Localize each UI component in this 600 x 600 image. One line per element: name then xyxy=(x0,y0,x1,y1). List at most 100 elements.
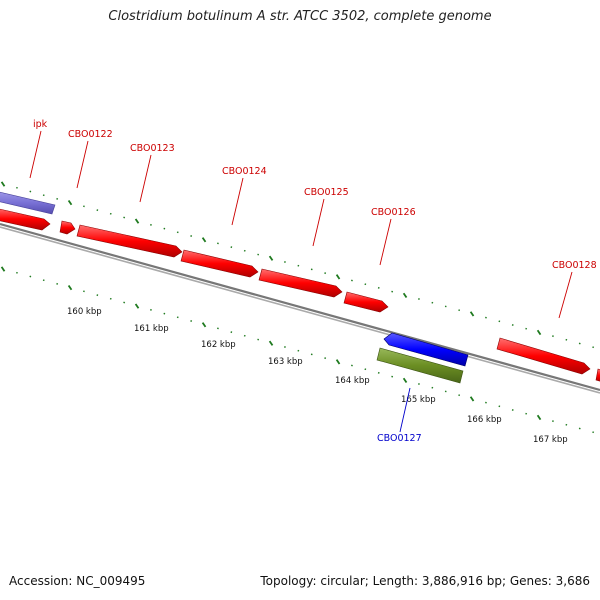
upper-tick-minor xyxy=(431,301,434,304)
lower-tick-major xyxy=(268,340,274,346)
upper-tick-minor xyxy=(391,290,394,293)
tick-label-161kbp: 161 kbp xyxy=(134,324,169,334)
upper-tick-minor xyxy=(525,327,528,330)
label-leaders xyxy=(29,130,573,433)
gene-partial-left[interactable] xyxy=(0,208,51,231)
tick-label-163kbp: 163 kbp xyxy=(268,357,303,367)
lower-tick-minor xyxy=(109,297,112,300)
upper-tick-minor xyxy=(190,235,193,237)
upper-tick-minor xyxy=(511,324,514,326)
gene-cbo0126[interactable] xyxy=(343,291,389,313)
lower-tick-minor xyxy=(42,279,45,282)
tick-label-167kbp: 167 kbp xyxy=(533,435,568,445)
lower-tick-major xyxy=(335,359,341,365)
lower-tick-minor xyxy=(417,383,420,385)
upper-tick-minor xyxy=(551,335,554,338)
lower-tick-minor xyxy=(190,320,193,322)
upper-tick-minor xyxy=(123,216,126,219)
upper-tick-track xyxy=(0,181,595,349)
lower-tick-minor xyxy=(525,412,528,415)
reverse-strand-features xyxy=(376,332,469,384)
lower-tick-minor xyxy=(444,390,447,393)
gene-cbo0122[interactable] xyxy=(59,220,76,235)
lower-tick-major xyxy=(201,322,207,328)
lower-tick-minor xyxy=(297,349,300,352)
gene-cbo0127[interactable] xyxy=(383,332,469,367)
lower-tick-major xyxy=(0,266,6,272)
backbone-line-bottom xyxy=(0,226,600,394)
upper-tick-major xyxy=(201,237,207,243)
lower-tick-minor xyxy=(257,338,260,341)
gene-label-cbo0125[interactable]: CBO0125 xyxy=(304,187,349,198)
genome-summary-text: Topology: circular; Length: 3,886,916 bp… xyxy=(260,574,590,588)
gene-label-ipk[interactable]: ipk xyxy=(33,119,48,130)
upper-tick-major xyxy=(469,311,475,317)
gene-partial-right[interactable] xyxy=(595,368,600,382)
gene-cbo0127-feature[interactable] xyxy=(376,347,464,384)
gene-cbo0125[interactable] xyxy=(258,268,343,298)
gene-cbo0123[interactable] xyxy=(76,224,183,258)
leader-cbo0123 xyxy=(139,154,152,203)
accession-text: Accession: NC_009495 xyxy=(9,574,146,588)
lower-tick-minor xyxy=(216,327,219,330)
tick-label-164kbp: 164 kbp xyxy=(335,376,370,386)
gene-label-cbo0128[interactable]: CBO0128 xyxy=(552,260,597,271)
upper-tick-major xyxy=(67,199,73,206)
lower-tick-minor xyxy=(163,312,166,315)
upper-tick-minor xyxy=(15,186,18,189)
lower-tick-minor xyxy=(498,405,501,408)
gene-label-cbo0122[interactable]: CBO0122 xyxy=(68,129,113,140)
leader-cbo0128 xyxy=(558,271,573,319)
lower-tick-minor xyxy=(283,346,286,348)
lower-tick-major xyxy=(67,284,73,291)
upper-tick-minor xyxy=(42,194,45,197)
lower-tick-minor xyxy=(29,275,32,278)
lower-tick-minor xyxy=(123,301,126,304)
upper-tick-major xyxy=(268,255,274,261)
upper-tick-minor xyxy=(364,283,367,286)
upper-tick-minor xyxy=(230,246,233,249)
upper-tick-minor xyxy=(310,268,313,271)
map-title: Clostridium botulinum A str. ATCC 3502, … xyxy=(108,9,492,24)
upper-tick-minor xyxy=(96,209,99,212)
gene-label-cbo0127[interactable]: CBO0127 xyxy=(377,433,422,444)
lower-tick-minor xyxy=(565,423,568,426)
leader-cbo0122 xyxy=(76,140,89,189)
tick-label-165kbp: 165 kbp xyxy=(401,395,436,405)
upper-tick-minor xyxy=(163,227,166,230)
lower-tick-minor xyxy=(578,427,581,430)
gene-cbo0124[interactable] xyxy=(180,249,259,278)
upper-tick-major xyxy=(536,329,542,336)
lower-tick-minor xyxy=(364,368,367,371)
upper-tick-minor xyxy=(484,316,487,319)
lower-tick-minor xyxy=(377,371,380,374)
upper-tick-minor xyxy=(216,242,219,245)
upper-tick-minor xyxy=(578,342,581,345)
lower-tick-major xyxy=(469,396,475,402)
leader-ipk xyxy=(29,130,42,179)
lower-tick-minor xyxy=(243,334,246,337)
upper-tick-minor xyxy=(149,223,152,226)
leader-cbo0124 xyxy=(231,177,244,226)
upper-tick-minor xyxy=(592,346,595,349)
gene-ipk[interactable] xyxy=(0,191,56,215)
tick-label-166kbp: 166 kbp xyxy=(467,415,502,425)
lower-tick-minor xyxy=(431,386,434,389)
upper-tick-minor xyxy=(176,231,179,234)
gene-label-cbo0124[interactable]: CBO0124 xyxy=(222,166,267,177)
lower-tick-minor xyxy=(83,290,85,293)
upper-tick-minor xyxy=(83,205,85,208)
lower-tick-major xyxy=(134,303,140,309)
lower-tick-minor xyxy=(551,420,554,423)
upper-tick-minor xyxy=(324,272,327,275)
lower-tick-minor xyxy=(391,375,394,378)
upper-tick-major xyxy=(0,181,6,187)
lower-tick-minor xyxy=(350,364,353,367)
gene-cbo0128[interactable] xyxy=(496,337,591,375)
gene-label-cbo0126[interactable]: CBO0126 xyxy=(371,207,416,218)
upper-tick-minor xyxy=(458,309,461,312)
leader-cbo0127 xyxy=(399,387,411,433)
gene-label-cbo0123[interactable]: CBO0123 xyxy=(130,143,175,154)
